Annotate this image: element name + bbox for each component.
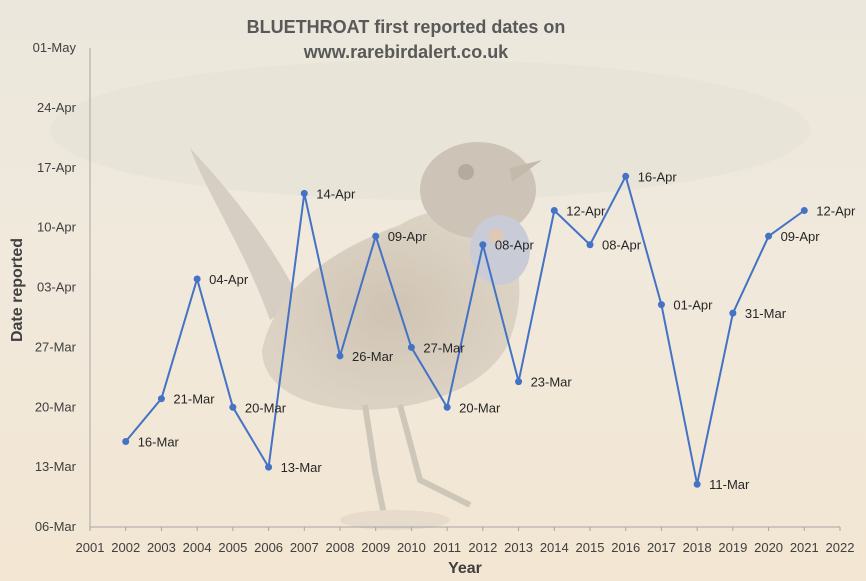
data-label: 11-Mar [709, 477, 750, 492]
data-point-marker [729, 309, 737, 317]
data-point-marker [515, 378, 523, 386]
x-tick-label: 2007 [290, 540, 319, 555]
data-point-marker [122, 437, 130, 445]
data-label: 27-Mar [423, 340, 465, 355]
x-tick-label: 2019 [718, 540, 747, 555]
data-label: 21-Mar [173, 392, 215, 407]
data-point-marker [765, 232, 773, 240]
data-point-marker [407, 343, 415, 351]
chart-title-line2: www.rarebirdalert.co.uk [303, 42, 509, 62]
data-point-marker [586, 241, 594, 249]
data-label: 23-Mar [531, 375, 573, 390]
data-points: 16-Mar 21-Mar 04-Apr 20-Mar 13-Mar 14-Apr 26-M… [122, 169, 856, 492]
data-label: 09-Apr [781, 229, 821, 244]
data-point-marker [550, 207, 558, 215]
x-tick-label: 2002 [111, 540, 140, 555]
x-tick-label: 2010 [397, 540, 426, 555]
data-label: 08-Apr [602, 238, 642, 253]
x-tick-label: 2006 [254, 540, 283, 555]
x-tick-label: 2008 [326, 540, 355, 555]
data-label: 26-Mar [352, 349, 394, 364]
x-tick-label: 2005 [218, 540, 247, 555]
data-label: 14-Apr [316, 186, 356, 201]
x-tick-label: 2014 [540, 540, 569, 555]
data-label: 31-Mar [745, 306, 787, 321]
x-axis-ticks: 2001 2002 2003 2004 2005 2006 2007 2008 2009 2010… [76, 527, 855, 555]
y-tick-label: 10-Apr [37, 220, 77, 235]
x-tick-label: 2001 [76, 540, 105, 555]
y-axis-title: Date reported [9, 238, 26, 342]
x-tick-label: 2018 [683, 540, 712, 555]
data-point-marker [657, 301, 665, 309]
data-point-marker [800, 207, 808, 215]
y-tick-label: 17-Apr [37, 160, 77, 175]
data-point-marker [336, 352, 344, 360]
x-tick-label: 2020 [754, 540, 783, 555]
x-axis-title: Year [448, 560, 482, 577]
x-tick-label: 2009 [361, 540, 390, 555]
data-label: 16-Mar [138, 434, 180, 449]
data-point-marker [693, 480, 701, 488]
x-tick-label: 2015 [576, 540, 605, 555]
data-label: 20-Mar [459, 400, 501, 415]
y-tick-label: 03-Apr [37, 280, 77, 295]
data-label: 13-Mar [281, 460, 323, 475]
y-axis-ticks: 06-Mar 13-Mar 20-Mar 27-Mar 03-Apr 10-Apr 17-A… [33, 40, 77, 534]
data-label: 08-Apr [495, 238, 535, 253]
y-tick-label: 27-Mar [35, 339, 77, 354]
x-tick-label: 2017 [647, 540, 676, 555]
x-tick-label: 2004 [183, 540, 212, 555]
y-tick-label: 06-Mar [35, 519, 77, 534]
x-tick-label: 2003 [147, 540, 176, 555]
data-point-marker [443, 403, 451, 411]
data-point-marker [300, 189, 308, 197]
data-point-marker [622, 172, 630, 180]
data-label: 04-Apr [209, 272, 249, 287]
x-tick-label: 2013 [504, 540, 533, 555]
y-tick-label: 01-May [33, 40, 77, 55]
data-point-marker [157, 395, 165, 403]
x-tick-label: 2011 [433, 540, 461, 555]
x-tick-label: 2022 [826, 540, 855, 555]
x-tick-label: 2016 [611, 540, 640, 555]
data-label: 09-Apr [388, 229, 428, 244]
data-label: 12-Apr [566, 204, 606, 219]
series-line [124, 173, 805, 485]
x-tick-label: 2012 [468, 540, 497, 555]
chart-title-line1: BLUETHROAT first reported dates on [247, 17, 566, 37]
data-point-marker [229, 403, 237, 411]
data-label: 12-Apr [816, 204, 856, 219]
data-label: 01-Apr [673, 298, 713, 313]
data-label: 20-Mar [245, 400, 287, 415]
data-point-marker [193, 275, 201, 283]
data-point-marker [479, 241, 487, 249]
y-tick-label: 24-Apr [37, 100, 77, 115]
x-tick-label: 2021 [790, 540, 819, 555]
y-tick-label: 13-Mar [35, 459, 77, 474]
data-point-marker [265, 463, 273, 471]
data-point-marker [372, 232, 380, 240]
y-tick-label: 20-Mar [35, 399, 77, 414]
data-label: 16-Apr [638, 169, 678, 184]
